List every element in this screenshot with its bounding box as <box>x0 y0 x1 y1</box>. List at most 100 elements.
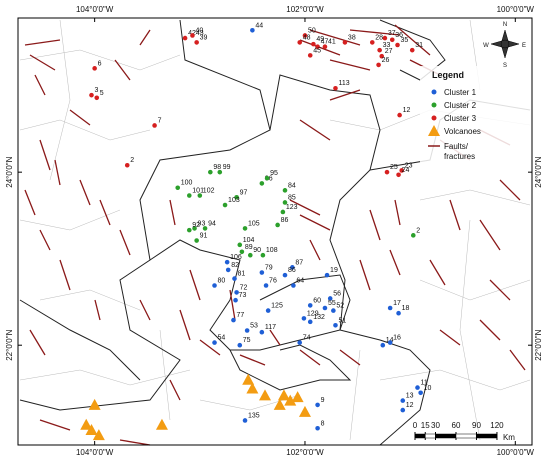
volcano <box>284 394 297 406</box>
scale-label: 120 <box>490 421 504 430</box>
sample-point <box>297 40 303 45</box>
sample-point <box>301 316 307 321</box>
scale-label: 60 <box>452 421 461 430</box>
point-label: 51 <box>338 317 346 324</box>
sample-point <box>275 222 280 228</box>
point-label: 103 <box>228 197 240 204</box>
point-label: 6 <box>98 60 102 67</box>
point-label: 92 <box>192 222 200 229</box>
volcano <box>298 405 311 417</box>
point-label: 7 <box>158 117 162 124</box>
x-tick-label: 100°0'0"W <box>497 448 535 457</box>
sample-point <box>307 53 313 58</box>
point-label: 48 <box>303 34 311 41</box>
sample-point <box>232 276 237 281</box>
point-label: 99 <box>223 164 231 171</box>
sample-point <box>315 44 320 50</box>
legend-box <box>420 66 530 166</box>
sample-point <box>124 162 130 168</box>
point-label: 82 <box>231 262 239 269</box>
sample-point <box>202 226 208 231</box>
volcano <box>273 398 286 410</box>
sample-point <box>217 169 223 175</box>
sample-point <box>234 194 239 200</box>
sample-point <box>387 340 393 345</box>
point-label: 76 <box>269 278 277 285</box>
point-label: 106 <box>230 254 242 261</box>
volcano <box>80 418 93 430</box>
y-tick-label: 22°0'0"N <box>534 329 543 360</box>
sample-point <box>291 283 296 288</box>
sample-point <box>376 62 381 68</box>
sample-point <box>322 44 328 50</box>
sample-point <box>400 398 406 403</box>
volcano <box>259 389 272 401</box>
sample-point <box>307 319 313 325</box>
point-label: 2 <box>416 227 420 234</box>
y-tick-label: 24°0'0"N <box>534 156 543 187</box>
x-tick-label: 104°0'0"W <box>76 5 114 14</box>
point-label: 86 <box>281 217 289 224</box>
legend: Legend Cluster 1 Cluster 2 Cluster 3 Volcan… <box>420 66 530 166</box>
point-label: 9 <box>321 397 325 404</box>
point-label: 79 <box>265 265 273 272</box>
point-label: 44 <box>255 22 263 29</box>
point-label: 53 <box>250 322 258 329</box>
sample-point <box>387 305 393 311</box>
scale-label: 90 <box>472 421 481 430</box>
sample-point <box>399 168 405 173</box>
sample-point <box>282 272 288 278</box>
sample-point <box>212 283 217 288</box>
point-label: 135 <box>248 412 260 419</box>
sample-point <box>224 259 230 265</box>
volcano <box>155 418 168 430</box>
sample-point <box>186 193 192 198</box>
point-label: 12 <box>403 107 411 114</box>
point-label: 39 <box>200 34 208 41</box>
sample-point <box>302 33 308 38</box>
sample-point <box>263 283 269 288</box>
legend-label: fractures <box>444 152 475 161</box>
point-label: 40 <box>195 27 203 34</box>
volcano <box>277 389 290 401</box>
sample-point <box>409 47 415 53</box>
sample-point <box>379 53 385 59</box>
point-label: 54 <box>218 335 226 342</box>
sample-point <box>380 342 386 348</box>
legend-marker <box>428 125 440 136</box>
scale-unit: Km <box>503 433 515 442</box>
legend-marker <box>431 115 437 121</box>
sample-point <box>324 272 330 278</box>
point-label: 75 <box>243 337 251 344</box>
sample-point <box>92 66 97 71</box>
sample-point <box>237 242 243 248</box>
sample-point <box>192 226 197 231</box>
legend-label: Volcanoes <box>444 127 481 136</box>
volcano <box>246 382 259 394</box>
y-tick-label: 24°0'0"N <box>5 156 14 187</box>
sample-point <box>280 209 286 215</box>
point-label: 24 <box>402 167 410 174</box>
volcano <box>291 391 304 403</box>
point-label: 64 <box>296 278 304 285</box>
point-label: 13 <box>406 393 414 400</box>
point-label: 8 <box>321 420 325 427</box>
point-label: 104 <box>243 237 255 244</box>
sample-point <box>418 390 423 396</box>
scale-segment <box>414 433 426 439</box>
point-label: 93 <box>198 220 206 227</box>
compass-letter: S <box>503 63 507 69</box>
sample-point <box>369 40 375 45</box>
sample-point <box>342 40 348 45</box>
point-label: 94 <box>208 220 216 227</box>
x-tick-label: 102°0'0"W <box>286 448 324 457</box>
point-label: 132 <box>313 314 325 321</box>
scale-label: 15 <box>421 421 430 430</box>
sample-point <box>194 40 199 45</box>
sample-point <box>327 296 333 301</box>
sample-point <box>225 267 231 273</box>
scale-segment <box>424 433 436 439</box>
point-label: 89 <box>245 244 253 251</box>
sample-point <box>259 181 265 186</box>
scale-segment <box>476 433 498 439</box>
